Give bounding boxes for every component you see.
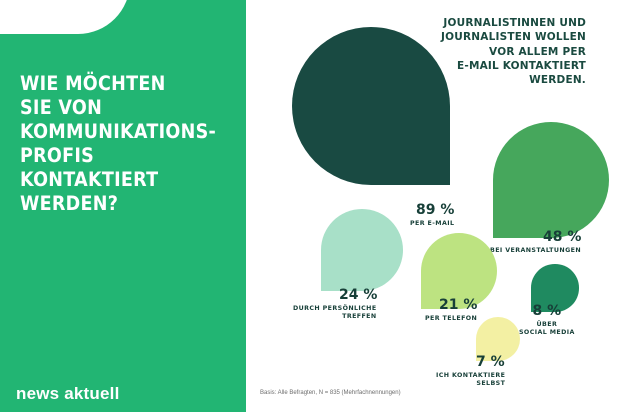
category-label-social-media: ÜBER SOCIAL MEDIA [519, 321, 575, 337]
bubble-chart: 89 % PER E-MAIL 48 % BEI VERANSTALTUNGEN 24 … [246, 0, 630, 412]
value-label-phone: 21 % [439, 297, 478, 313]
value-label-email: 89 % [416, 202, 455, 218]
bubble-email [291, 26, 451, 186]
chart-subtitle: JOURNALISTINNEN UND JOURNALISTEN WOLLEN … [441, 17, 586, 87]
bubble-meetings [320, 208, 404, 292]
headline: WIE MÖCHTEN SIE VON KOMMUNIKATIONS- PROF… [20, 72, 217, 215]
bubble-social-media [531, 264, 579, 312]
category-label-self-contact: ICH KONTAKTIERE SELBST [436, 372, 506, 388]
headline-panel: WIE MÖCHTEN SIE VON KOMMUNIKATIONS- PROF… [0, 0, 246, 412]
value-label-meetings: 24 % [339, 287, 378, 303]
value-label-social-media: 8 % [532, 303, 562, 319]
panel-notch [0, 0, 130, 34]
category-label-events: BEI VERANSTALTUNGEN [490, 247, 582, 254]
value-label-self-contact: 7 % [476, 354, 505, 370]
category-label-email: PER E-MAIL [410, 220, 455, 227]
news-aktuell-logo: news aktuell [16, 384, 120, 403]
value-label-events: 48 % [543, 229, 582, 245]
category-label-phone: PER TELEFON [425, 315, 478, 322]
bubble-phone [420, 232, 498, 310]
bubble-events [492, 121, 610, 239]
category-label-meetings: DURCH PERSÖNLICHE TREFFEN [293, 305, 377, 321]
footnote: Basis: Alle Befragten, N = 835 (Mehrfach… [260, 390, 401, 396]
bubble-self-contact [475, 316, 521, 362]
